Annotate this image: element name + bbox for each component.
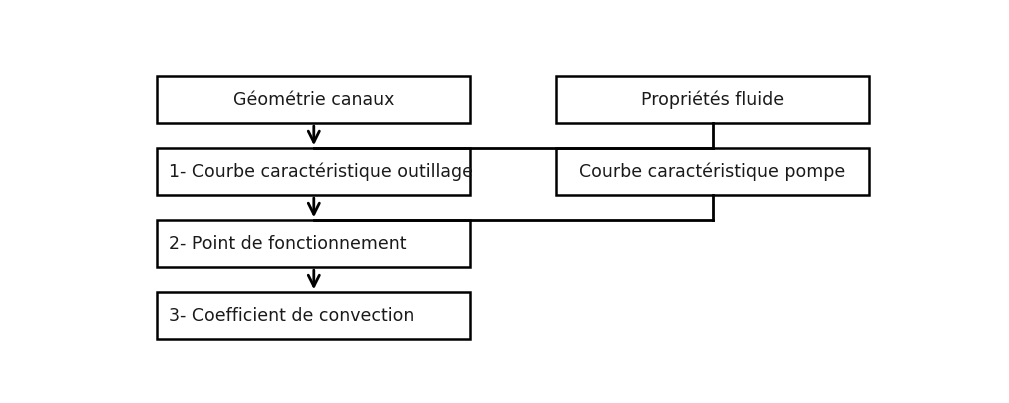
Text: 2- Point de fonctionnement: 2- Point de fonctionnement — [170, 235, 407, 253]
FancyBboxPatch shape — [157, 76, 470, 123]
FancyBboxPatch shape — [556, 148, 869, 195]
Text: 3- Coefficient de convection: 3- Coefficient de convection — [170, 307, 415, 325]
Text: Courbe caractéristique pompe: Courbe caractéristique pompe — [579, 162, 846, 181]
Text: Propriétés fluide: Propriétés fluide — [641, 90, 784, 109]
Text: 1- Courbe caractéristique outillage: 1- Courbe caractéristique outillage — [170, 162, 473, 181]
FancyBboxPatch shape — [556, 76, 869, 123]
FancyBboxPatch shape — [157, 148, 470, 195]
FancyBboxPatch shape — [157, 292, 470, 339]
FancyBboxPatch shape — [157, 220, 470, 267]
Text: Géométrie canaux: Géométrie canaux — [233, 91, 395, 109]
